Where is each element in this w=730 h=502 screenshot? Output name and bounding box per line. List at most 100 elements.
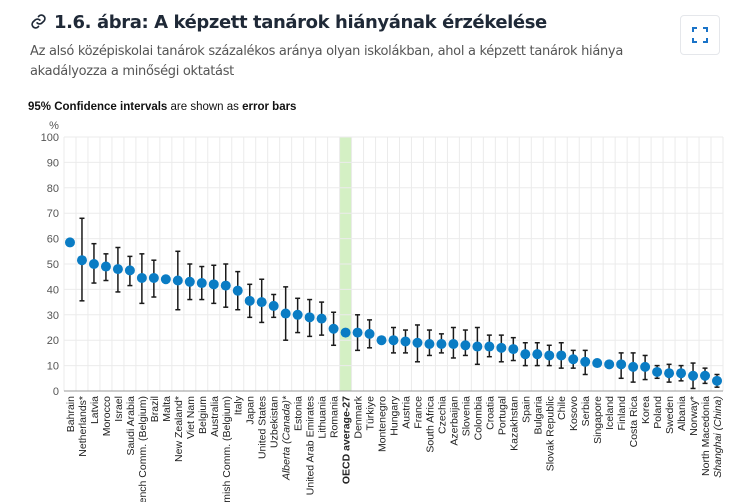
x-tick-label: Portugal <box>496 396 508 435</box>
x-tick-label: Saudi Arabia <box>125 396 137 456</box>
data-point <box>232 285 243 296</box>
x-tick-label: Chile <box>556 396 568 420</box>
x-tick-label: Belgium <box>197 396 209 434</box>
data-point <box>316 313 327 324</box>
data-point <box>604 359 615 370</box>
data-point <box>160 274 171 285</box>
data-point <box>508 344 519 355</box>
expand-icon <box>692 27 708 43</box>
x-tick-label: Israel <box>113 396 125 422</box>
data-point <box>520 349 531 360</box>
x-tick-label: Singapore <box>592 396 604 444</box>
data-point <box>136 272 147 283</box>
x-tick-label: Italy <box>233 395 245 415</box>
y-tick-label: 50 <box>47 259 59 271</box>
data-point <box>472 341 483 352</box>
x-tick-label: Costa Rica <box>628 396 640 448</box>
data-point <box>484 341 495 352</box>
data-point <box>700 370 711 381</box>
x-tick-label: Norway* <box>688 396 700 436</box>
x-tick-label: Iceland <box>604 396 616 430</box>
x-tick-label: Serbia <box>580 396 592 427</box>
y-tick-label: 70 <box>47 208 59 220</box>
y-tick-label: 30 <box>47 310 59 322</box>
x-tick-label: Netherlands* <box>77 396 89 457</box>
x-tick-label: Kazakhstan <box>508 396 520 451</box>
data-point <box>616 359 627 370</box>
data-point <box>256 297 267 308</box>
chart-title: 1.6. ábra: A képzett tanárok hiányának é… <box>30 12 547 35</box>
note-ci: 95% Confidence intervals <box>28 101 168 113</box>
data-point <box>76 255 87 266</box>
y-tick-label: 0 <box>53 386 59 398</box>
data-point <box>712 375 723 386</box>
y-axis-unit: % <box>49 120 59 132</box>
data-point <box>412 337 423 348</box>
data-point <box>124 265 135 276</box>
expand-button[interactable] <box>680 15 720 55</box>
x-tick-label: Poland <box>652 396 664 429</box>
x-tick-label: Shanghai (China) <box>712 396 724 478</box>
data-point <box>556 350 567 361</box>
x-tick-label: Sweden <box>664 396 676 434</box>
x-tick-label: Slovak Republic <box>544 396 556 471</box>
x-tick-label: Flemish Comm. (Belgium) <box>221 396 233 502</box>
data-point <box>64 237 75 248</box>
data-point <box>580 356 591 367</box>
x-tick-label: Viet Nam <box>185 396 197 439</box>
data-point <box>652 366 663 377</box>
x-tick-label: Austria <box>400 396 412 429</box>
data-point <box>664 368 675 379</box>
data-point <box>184 276 195 287</box>
x-tick-label: Czechia <box>436 396 448 434</box>
x-tick-label: Bahrain <box>65 396 77 432</box>
data-point <box>460 340 471 351</box>
x-tick-label: Lithuania <box>317 396 329 439</box>
x-tick-label: Morocco <box>101 396 113 436</box>
data-point <box>532 349 543 360</box>
x-tick-label: Türkiye <box>365 396 377 431</box>
x-tick-label: Hungary <box>389 395 401 435</box>
data-point <box>388 335 399 346</box>
x-tick-label: Croatia <box>484 396 496 430</box>
data-point <box>568 354 579 365</box>
data-point <box>244 295 255 306</box>
x-tick-label: Romania <box>329 396 341 438</box>
data-point <box>436 339 447 350</box>
data-point <box>172 275 183 286</box>
note-mid: are shown as <box>167 101 243 113</box>
data-point <box>208 279 219 290</box>
x-tick-label: Denmark <box>353 395 365 438</box>
chart-subtitle: Az alsó középiskolai tanárok százalékos … <box>30 44 623 79</box>
x-tick-label: Malta <box>161 396 173 422</box>
data-point <box>220 280 231 291</box>
data-point <box>352 327 363 338</box>
data-point <box>424 339 435 350</box>
data-point <box>496 342 507 353</box>
x-tick-label: United States <box>257 396 269 459</box>
data-point <box>376 335 387 346</box>
link-icon[interactable] <box>30 13 48 35</box>
title-text: 1.6. ábra: A képzett tanárok hiányának é… <box>54 12 547 33</box>
x-tick-label: Korea <box>640 396 652 424</box>
x-tick-label: Alberta (Canada)* <box>281 395 293 481</box>
data-point <box>364 328 375 339</box>
x-tick-label: Bulgaria <box>532 396 544 435</box>
x-tick-label: New Zealand* <box>173 396 185 462</box>
data-point <box>448 339 459 350</box>
note-error-bars: error bars <box>242 101 297 113</box>
data-point <box>88 259 99 269</box>
y-tick-label: 100 <box>41 132 59 144</box>
y-tick-label: 10 <box>47 361 59 373</box>
x-tick-label: Finland <box>616 396 628 431</box>
x-tick-label: Slovenia <box>460 396 472 436</box>
data-point <box>292 309 303 320</box>
x-tick-label: South Africa <box>424 396 436 453</box>
confidence-note: 95% Confidence intervals are shown as er… <box>28 101 296 113</box>
x-tick-label: United Arab Emirates <box>305 396 317 495</box>
x-tick-label: French Comm. (Belgium) <box>137 396 149 502</box>
x-tick-label: Kosovo <box>568 396 580 431</box>
data-point <box>676 368 687 379</box>
data-point <box>628 361 639 372</box>
y-tick-label: 20 <box>47 335 59 347</box>
